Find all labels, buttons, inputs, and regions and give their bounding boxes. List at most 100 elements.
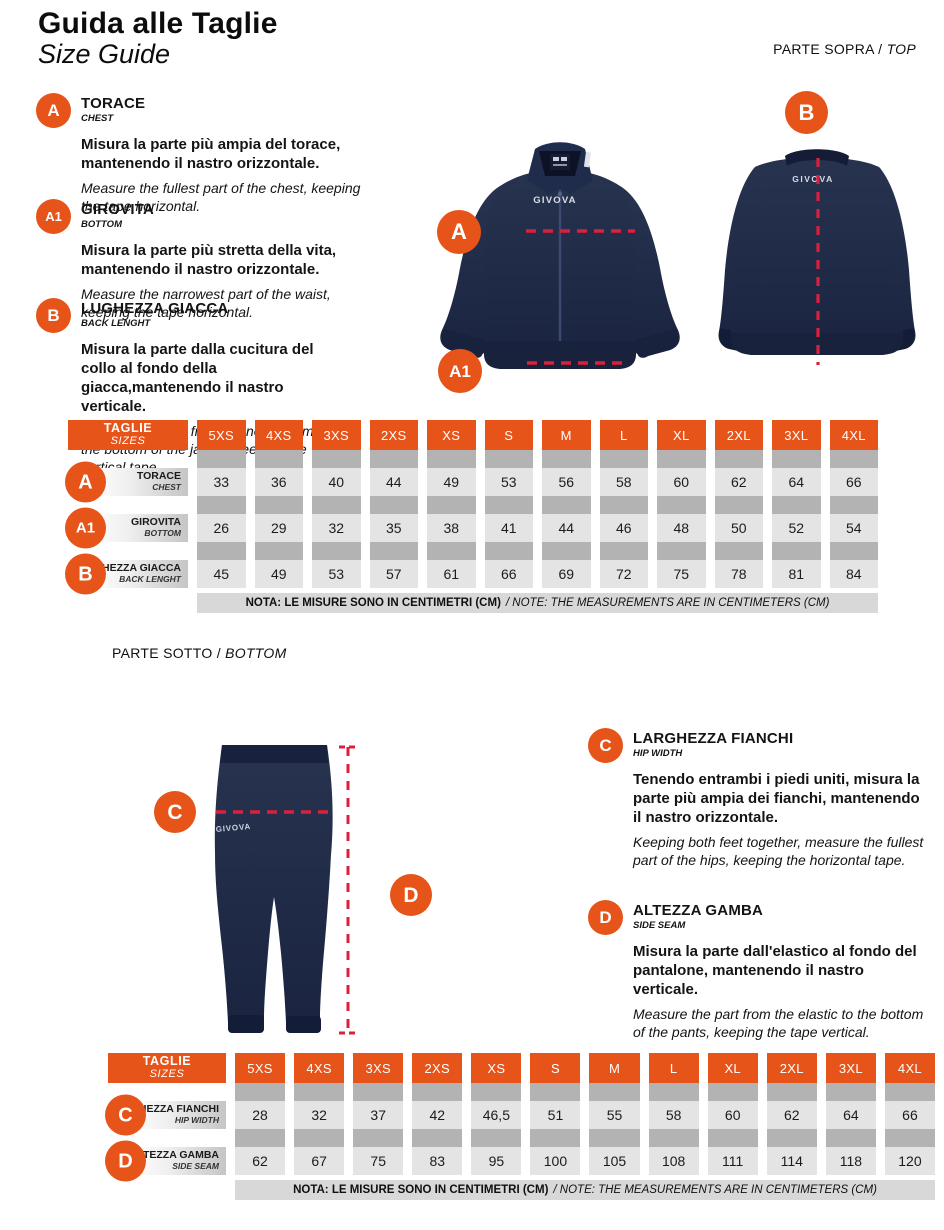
size-column-header: 2XL xyxy=(714,420,763,450)
size-value-cell: 111 xyxy=(707,1147,758,1175)
spacer-cell xyxy=(235,1083,286,1101)
spacer-cell xyxy=(197,496,246,514)
brand-logo-text: GIVOVA xyxy=(215,822,251,834)
size-value-cell: 44 xyxy=(542,514,591,542)
spacer-cell xyxy=(484,496,533,514)
spacer-cell xyxy=(599,496,648,514)
size-value-cell: 58 xyxy=(599,468,648,496)
measure-letter-badge: D xyxy=(588,900,623,935)
size-value-cell: 44 xyxy=(369,468,418,496)
size-column-header: XL xyxy=(657,420,706,450)
spacer-cell xyxy=(707,1083,758,1101)
section-label-top-en: TOP xyxy=(886,41,916,57)
spacer-cell xyxy=(530,1129,581,1147)
spacer-cell xyxy=(235,1129,286,1147)
measurements-note: NOTA: LE MISURE SONO IN CENTIMETRI (CM) /… xyxy=(235,1180,935,1200)
size-value-cell: 52 xyxy=(772,514,821,542)
measure-letter-badge: A1 xyxy=(36,199,71,234)
spacer-cell xyxy=(412,1129,463,1147)
measure-name-en: HIP WIDTH xyxy=(633,748,683,759)
spacer-cell xyxy=(884,1083,935,1101)
table-header-taglie-it: TAGLIE xyxy=(142,1054,192,1069)
section-label-bottom-it: PARTE SOTTO / xyxy=(112,645,221,661)
row-letter-badge: C xyxy=(105,1094,146,1136)
measure-item-chest: A TORACE CHEST Misura la parte più ampia… xyxy=(36,93,376,216)
size-value-cell: 32 xyxy=(312,514,361,542)
spacer-cell xyxy=(589,1083,640,1101)
size-value-cell: 64 xyxy=(825,1101,876,1129)
jacket-back-body xyxy=(731,157,903,355)
spacer-cell xyxy=(829,542,878,560)
note-text-en: / NOTE: THE MEASUREMENTS ARE IN CENTIMET… xyxy=(553,1184,877,1196)
size-value-cell: 36 xyxy=(254,468,303,496)
jacket-back-collar xyxy=(785,149,849,166)
size-value-cell: 66 xyxy=(829,468,878,496)
jacket-front-right-cuff xyxy=(634,329,678,358)
measure-row-label: A TORACE CHEST xyxy=(65,461,188,503)
size-value-cell: 105 xyxy=(589,1147,640,1175)
spacer-cell xyxy=(707,1129,758,1147)
page-title: Guida alle Taglie xyxy=(38,7,278,40)
spacer-cell xyxy=(471,1129,522,1147)
size-value-cell: 72 xyxy=(599,560,648,588)
size-value-cell: 108 xyxy=(648,1147,699,1175)
spacer-cell xyxy=(714,496,763,514)
measure-name-en: BOTTOM xyxy=(81,219,122,230)
spacer-cell xyxy=(648,1083,699,1101)
row-label-it: TORACE xyxy=(136,470,181,483)
measure-letter-badge: A xyxy=(36,93,71,128)
section-label-bottom: PARTE SOTTO / BOTTOM xyxy=(112,645,287,661)
size-value-cell: 81 xyxy=(772,560,821,588)
size-value-cell: 60 xyxy=(657,468,706,496)
size-value-cell: 51 xyxy=(530,1101,581,1129)
measure-desc-en: Keeping both feet together, measure the … xyxy=(633,834,924,868)
size-value-cell: 49 xyxy=(427,468,476,496)
spacer-cell xyxy=(714,450,763,468)
measure-name-en: SIDE SEAM xyxy=(633,920,686,931)
spacer-cell xyxy=(825,1083,876,1101)
brand-logo-text: GIVOVA xyxy=(792,174,833,184)
size-value-cell: 75 xyxy=(353,1147,404,1175)
spacer-cell xyxy=(484,450,533,468)
size-value-cell: 61 xyxy=(427,560,476,588)
size-column-header: XL xyxy=(707,1053,758,1083)
measure-desc-it: Misura la parte dall'elastico al fondo d… xyxy=(633,943,917,999)
measure-name-it: TORACE xyxy=(81,95,146,112)
table-header-taglie-it: TAGLIE xyxy=(103,421,153,436)
measure-name-it: LUGHEZZA GIACCA xyxy=(81,300,229,317)
spacer-cell xyxy=(484,542,533,560)
spacer-cell xyxy=(471,1083,522,1101)
size-column-header: M xyxy=(542,420,591,450)
pants-left-cuff xyxy=(228,1015,264,1033)
note-text-it: NOTA: LE MISURE SONO IN CENTIMETRI (CM) xyxy=(245,597,501,609)
size-column-header: S xyxy=(530,1053,581,1083)
size-value-cell: 33 xyxy=(197,468,246,496)
section-label-top: PARTE SOPRA / TOP xyxy=(773,41,916,57)
zipper-pull xyxy=(557,191,563,197)
spacer-cell xyxy=(648,1129,699,1147)
size-value-cell: 62 xyxy=(235,1147,286,1175)
table-header-taglie: TAGLIE SIZES xyxy=(108,1053,226,1083)
measure-item-waist: A1 GIROVITA BOTTOM Misura la parte più s… xyxy=(36,199,376,322)
spacer-cell xyxy=(427,450,476,468)
measure-desc-it: Tenendo entrambi i piedi uniti, misura l… xyxy=(633,771,920,827)
measure-desc-en: Measure the fullest part of the chest, k… xyxy=(81,180,361,214)
size-value-cell: 35 xyxy=(369,514,418,542)
size-table-bottom: TAGLIE SIZES 5XS 4XS 3XS 2XS XS S M L XL 2XL 3XL 4XL C… xyxy=(105,1053,935,1200)
spacer-cell xyxy=(369,542,418,560)
size-value-cell: 69 xyxy=(542,560,591,588)
size-column-header: 2XL xyxy=(766,1053,817,1083)
measure-row-label: D ALTEZZA GAMBA SIDE SEAM xyxy=(105,1140,226,1182)
spacer-cell xyxy=(412,1083,463,1101)
row-label-it: ALTEZZA GAMBA xyxy=(129,1149,219,1162)
spacer-cell xyxy=(766,1083,817,1101)
section-label-top-it: PARTE SOPRA / xyxy=(773,41,883,57)
spacer-cell xyxy=(427,542,476,560)
size-value-cell: 64 xyxy=(772,468,821,496)
size-column-header: 2XS xyxy=(369,420,418,450)
spacer-cell xyxy=(599,542,648,560)
jacket-front-illustration: GIVOVA xyxy=(440,142,680,369)
spacer-cell xyxy=(294,1083,345,1101)
size-value-cell: 50 xyxy=(714,514,763,542)
